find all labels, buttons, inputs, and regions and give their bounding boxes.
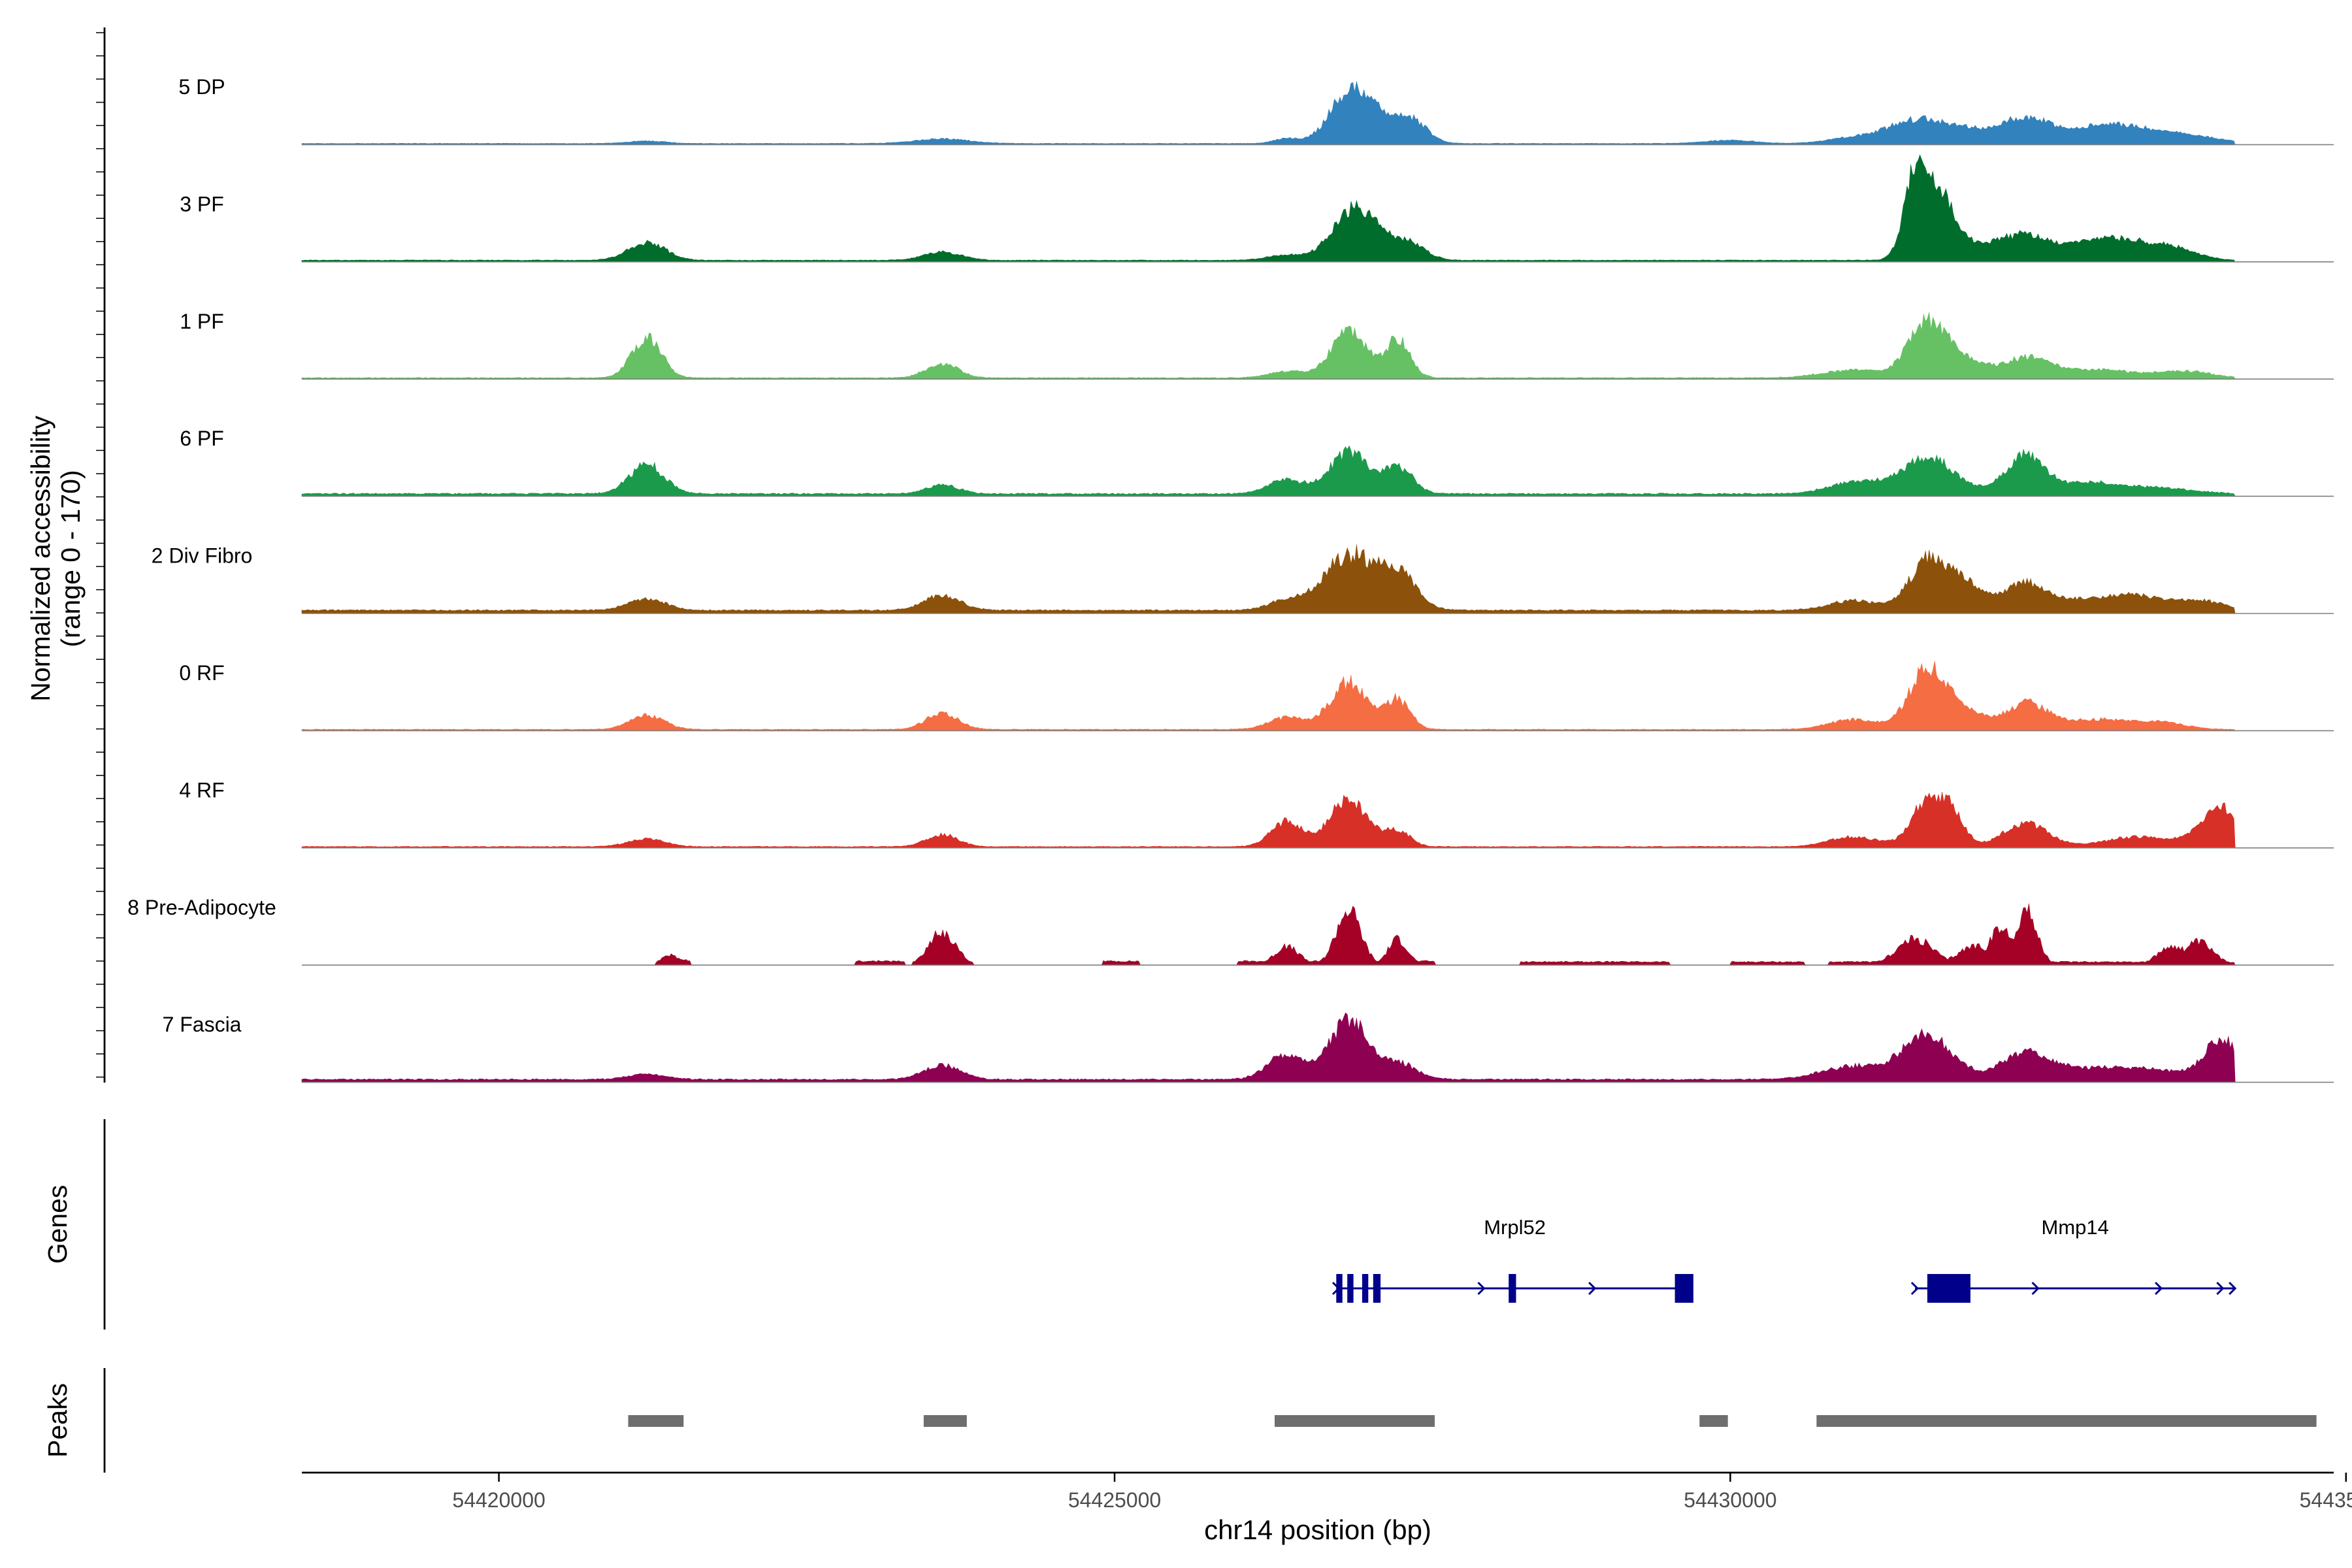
gene-mmp14: Mmp14 xyxy=(1910,1216,2237,1303)
x-tick-label: 54425000 xyxy=(1068,1488,1161,1512)
gene-strand-arrow xyxy=(1588,1281,1597,1296)
gene-exon xyxy=(1362,1274,1369,1303)
track-7-fascia: 7 Fascia xyxy=(163,1012,2334,1083)
gene-strand-arrow xyxy=(1331,1281,1341,1296)
track-label: 8 Pre-Adipocyte xyxy=(127,896,276,919)
peak-region xyxy=(923,1415,967,1427)
track-label: 5 DP xyxy=(178,75,225,99)
gene-strand-arrow xyxy=(1910,1281,1919,1296)
track-2-div-fibro: 2 Div Fibro xyxy=(152,544,2334,614)
gene-label: Mrpl52 xyxy=(1484,1216,1546,1239)
gene-strand-arrow xyxy=(2031,1281,2040,1296)
peak-regions xyxy=(628,1415,2317,1427)
peak-region xyxy=(628,1415,684,1427)
track-3-pf: 3 PF xyxy=(180,154,2334,263)
gene-label: Mmp14 xyxy=(2042,1216,2109,1239)
track-0-rf: 0 RF xyxy=(179,661,2334,732)
track-label: 1 PF xyxy=(180,310,224,333)
y-axis-label-line-2: (range 0 - 170) xyxy=(56,470,86,647)
track-area xyxy=(301,544,2236,614)
track-area xyxy=(301,445,2236,497)
gene-exon xyxy=(1347,1274,1354,1303)
tracks-y-axis-ticks xyxy=(96,32,105,1078)
genes-panel-label: Genes xyxy=(42,1185,73,1264)
track-label: 4 RF xyxy=(179,778,224,802)
gene-strand-arrow xyxy=(1477,1281,1486,1296)
track-4-rf: 4 RF xyxy=(179,778,2334,849)
track-label: 7 Fascia xyxy=(163,1013,242,1036)
track-area xyxy=(301,81,2236,145)
x-axis-label: chr14 position (bp) xyxy=(1204,1514,1431,1545)
gene-exon xyxy=(1927,1274,1970,1303)
gene-exon xyxy=(1674,1274,1693,1303)
x-tick-label: 54430000 xyxy=(1684,1488,1776,1512)
gene-annotations: Mrpl52 Mmp14 xyxy=(1331,1216,2237,1303)
track-6-pf: 6 PF xyxy=(180,427,2334,497)
tracks-y-axis xyxy=(96,27,106,1083)
gene-strand-arrow xyxy=(2155,1281,2163,1296)
x-tick-label: 54420000 xyxy=(452,1488,545,1512)
y-axis-label-line-1: Normalized accessibility xyxy=(25,416,56,702)
track-label: 3 PF xyxy=(180,192,224,216)
gene-mrpl52: Mrpl52 xyxy=(1331,1216,1693,1303)
track-label: 6 PF xyxy=(180,427,224,450)
x-axis-ticks: 54420000 54425000 54430000 54435000 xyxy=(452,1473,2352,1512)
track-area xyxy=(301,791,2236,849)
gene-exon xyxy=(1373,1274,1381,1303)
peak-region xyxy=(1275,1415,1435,1427)
track-5-dp: 5 DP xyxy=(178,75,2334,146)
track-area xyxy=(301,1012,2236,1083)
track-area xyxy=(301,661,2236,731)
peak-region xyxy=(1816,1415,2317,1427)
x-tick-label: 54435000 xyxy=(2300,1488,2352,1512)
track-label: 0 RF xyxy=(179,661,224,685)
gene-strand-arrow xyxy=(2229,1281,2237,1296)
gene-exon xyxy=(1509,1274,1516,1303)
gene-strand-arrow xyxy=(2216,1281,2225,1296)
track-label: 2 Div Fibro xyxy=(152,544,253,568)
peak-region xyxy=(1699,1415,1728,1427)
track-area xyxy=(301,154,2236,263)
coverage-tracks: 5 DP 3 PF 1 PF 6 PF 2 Div Fibro 0 RF 4 RF 8 Pre… xyxy=(127,75,2334,1083)
peaks-panel-label: Peaks xyxy=(42,1383,73,1458)
track-1-pf: 1 PF xyxy=(180,310,2334,380)
track-8-pre-adipocyte: 8 Pre-Adipocyte xyxy=(127,896,2334,966)
track-area xyxy=(301,312,2236,380)
